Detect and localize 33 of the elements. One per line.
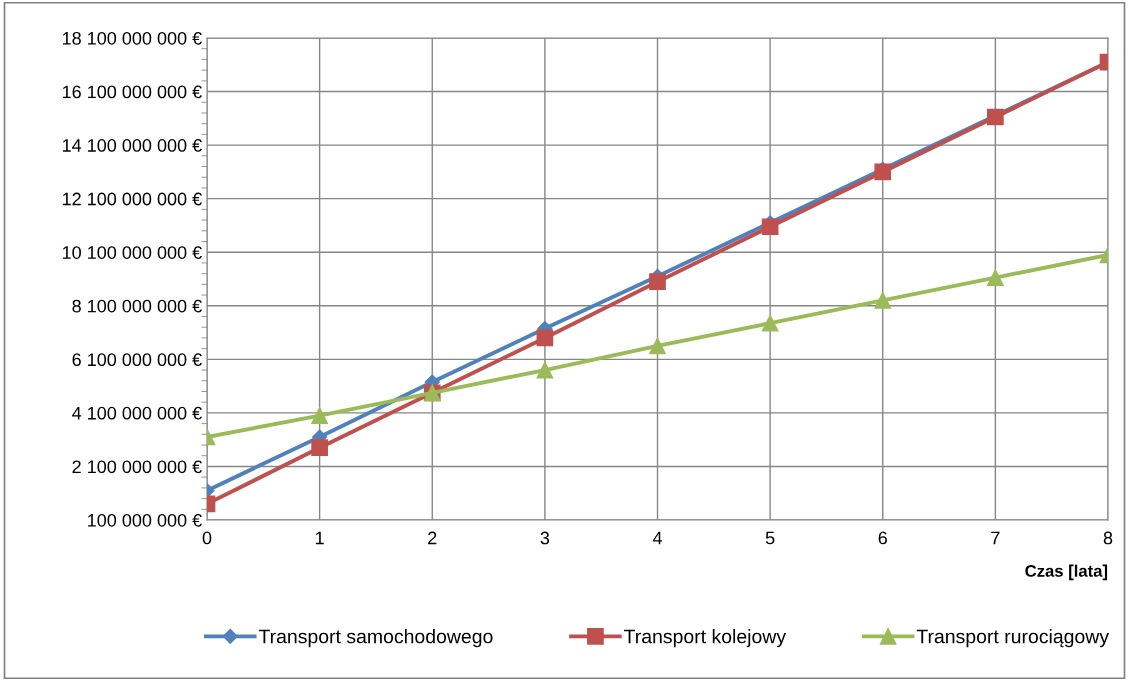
- x-tick-label: 3: [540, 531, 550, 545]
- y-tick-label: 6 100 000 000 €: [72, 353, 202, 367]
- y-tick-label: 10 100 000 000 €: [62, 246, 202, 259]
- point: [536, 361, 554, 379]
- y-tick-label: 2 100 000 000 €: [72, 460, 202, 474]
- x-axis-title: Czas [lata]: [1025, 564, 1108, 581]
- y-tick-label: 16 100 000 000 €: [62, 85, 202, 99]
- point: [987, 269, 1004, 286]
- point: [649, 273, 666, 291]
- point: [761, 314, 779, 332]
- y-tick-label: 18 100 000 000 €: [62, 31, 202, 45]
- legend-label: Transport samochodowego: [258, 629, 493, 648]
- legend-label: Transport rurociągowy: [916, 629, 1110, 648]
- x-tick-label: 0: [202, 531, 212, 545]
- point: [761, 218, 779, 236]
- point: [311, 439, 328, 457]
- x-tick-label: 8: [1103, 531, 1113, 545]
- x-tick-label: 2: [428, 531, 437, 545]
- x-tick-label: 6: [878, 531, 887, 545]
- point: [311, 407, 328, 424]
- y-tick-label: 100 000 000 €: [88, 513, 202, 527]
- y-tick-label: 8 100 000 000 €: [72, 299, 202, 313]
- y-tick-label: 12 100 000 000 €: [62, 192, 202, 206]
- legend-label: Transport kolejowy: [624, 629, 787, 648]
- x-tick-label: 4: [652, 531, 662, 545]
- x-tick-label: 5: [765, 531, 775, 545]
- y-tick-label: 14 100 000 000 €: [62, 139, 202, 152]
- point: [649, 337, 666, 355]
- y-tick-label: 4 100 000 000 €: [72, 406, 202, 420]
- point: [536, 329, 554, 347]
- x-tick-label: 7: [991, 531, 1000, 545]
- point: [874, 292, 892, 309]
- x-tick-label: 1: [315, 531, 324, 545]
